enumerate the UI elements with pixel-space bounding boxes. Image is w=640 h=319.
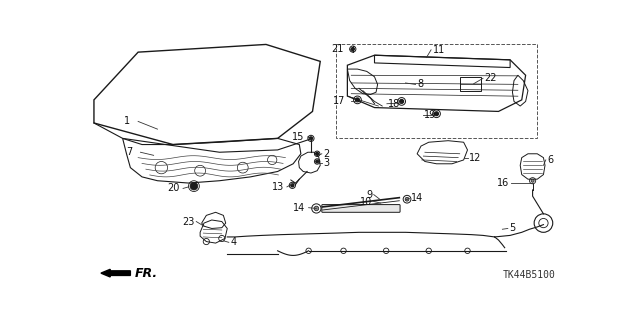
Text: 1: 1: [124, 116, 131, 126]
Text: 18: 18: [388, 99, 401, 109]
Bar: [336, 44, 537, 138]
Text: 5: 5: [509, 224, 516, 234]
Text: 16: 16: [497, 178, 509, 188]
Bar: [460, 77, 481, 91]
Text: 2: 2: [323, 149, 330, 159]
Text: 15: 15: [292, 132, 305, 142]
Text: 7: 7: [127, 147, 132, 157]
Circle shape: [531, 179, 534, 182]
Text: 12: 12: [469, 152, 481, 163]
Text: 22: 22: [484, 73, 497, 83]
Circle shape: [355, 98, 360, 102]
Circle shape: [316, 160, 319, 163]
Text: 20: 20: [167, 183, 179, 193]
Text: 3: 3: [323, 158, 330, 168]
Text: 13: 13: [271, 182, 284, 192]
Text: 8: 8: [417, 79, 423, 90]
Circle shape: [309, 137, 312, 140]
Text: 6: 6: [547, 155, 554, 165]
Text: TK44B5100: TK44B5100: [502, 271, 556, 280]
Circle shape: [291, 184, 294, 187]
FancyBboxPatch shape: [322, 204, 400, 212]
Text: 4: 4: [230, 237, 236, 247]
Text: 14: 14: [411, 193, 423, 204]
Text: 21: 21: [331, 44, 344, 54]
Text: 19: 19: [424, 110, 436, 120]
Circle shape: [400, 100, 404, 103]
Circle shape: [351, 48, 355, 51]
Circle shape: [190, 182, 198, 190]
Text: 17: 17: [333, 96, 345, 107]
Text: 14: 14: [293, 203, 305, 213]
Circle shape: [405, 197, 409, 201]
Circle shape: [314, 206, 319, 211]
Text: 23: 23: [182, 217, 195, 226]
Text: 11: 11: [433, 45, 445, 55]
FancyArrow shape: [101, 269, 131, 277]
Text: 10: 10: [360, 197, 372, 206]
Text: FR.: FR.: [134, 267, 157, 280]
Circle shape: [435, 112, 438, 116]
Circle shape: [316, 152, 319, 155]
Text: 9: 9: [366, 189, 372, 200]
